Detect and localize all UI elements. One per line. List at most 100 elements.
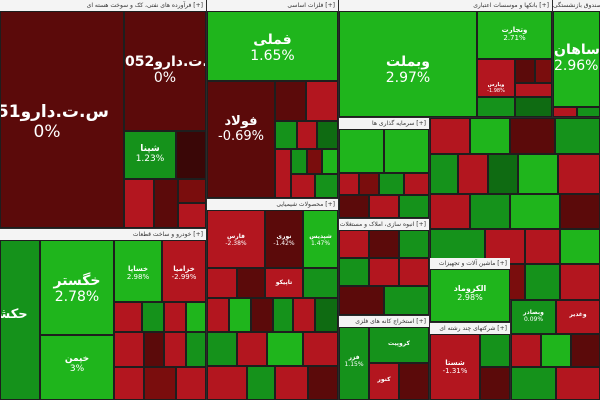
tile-small[interactable] bbox=[293, 298, 315, 332]
tile-fmeli[interactable]: فملی 1.65% bbox=[207, 11, 338, 81]
tile-small[interactable] bbox=[430, 154, 458, 194]
tile-small[interactable] bbox=[571, 334, 600, 367]
tile-small[interactable] bbox=[379, 173, 404, 195]
tile-tapico[interactable]: تاپیکو bbox=[265, 268, 303, 298]
tile-small[interactable] bbox=[291, 174, 315, 198]
tile-small[interactable] bbox=[124, 179, 154, 228]
tile-small[interactable] bbox=[247, 366, 275, 400]
tile-small[interactable] bbox=[558, 154, 600, 194]
tile-shepdis[interactable]: شپدیس 1.47% bbox=[303, 210, 338, 268]
tile-noori[interactable]: نوری -1.42% bbox=[265, 210, 303, 268]
tile-small[interactable] bbox=[369, 195, 399, 218]
tile-fars[interactable]: فارس -2.38% bbox=[207, 210, 265, 268]
tile-vbsader[interactable]: وبصادر 0.09% bbox=[511, 300, 556, 334]
tile-small[interactable] bbox=[176, 367, 206, 400]
tile-sdaru052[interactable]: س.ت.دارو052 0% bbox=[124, 11, 206, 131]
tile-small[interactable] bbox=[339, 173, 359, 195]
tile-small[interactable] bbox=[275, 121, 297, 149]
tile-small[interactable] bbox=[308, 366, 338, 400]
tile-small[interactable] bbox=[339, 258, 369, 286]
tile-small[interactable] bbox=[518, 154, 558, 194]
tile-alkromad[interactable]: الکروماد 2.98% bbox=[430, 269, 510, 322]
tile-vghadir[interactable]: وغدیر bbox=[556, 300, 600, 334]
tile-small[interactable] bbox=[553, 107, 577, 117]
tile-small[interactable] bbox=[477, 97, 515, 117]
tile-vtejarat[interactable]: وتجارت 2.71% bbox=[477, 11, 552, 59]
tile-small[interactable] bbox=[307, 149, 322, 174]
tile-small[interactable] bbox=[525, 229, 560, 264]
tile-small[interactable] bbox=[317, 121, 338, 149]
tile-small[interactable] bbox=[251, 298, 273, 332]
tile-vbmellat[interactable]: وبملت 2.97% bbox=[339, 11, 477, 117]
tile-small[interactable] bbox=[186, 332, 206, 367]
tile-small[interactable] bbox=[291, 149, 307, 174]
tile-small[interactable] bbox=[470, 194, 510, 229]
tile-small[interactable] bbox=[339, 129, 384, 173]
tile-small[interactable] bbox=[303, 332, 338, 366]
tile-small[interactable] bbox=[207, 332, 237, 366]
tile-small[interactable] bbox=[315, 298, 338, 332]
tile-small[interactable] bbox=[297, 121, 317, 149]
tile-sahan[interactable]: ساهان 2.96% bbox=[553, 11, 600, 107]
tile-small[interactable] bbox=[510, 118, 555, 154]
tile-small[interactable] bbox=[237, 332, 267, 366]
tile-small[interactable] bbox=[164, 332, 186, 367]
tile-small[interactable] bbox=[237, 268, 265, 298]
tile-small[interactable] bbox=[273, 298, 293, 332]
tile-small[interactable] bbox=[275, 81, 306, 121]
tile-small[interactable] bbox=[577, 107, 600, 117]
tile-small[interactable] bbox=[339, 286, 384, 315]
tile-small[interactable] bbox=[267, 332, 303, 366]
tile-small[interactable] bbox=[369, 230, 399, 258]
tile-small[interactable] bbox=[525, 264, 560, 300]
tile-small[interactable] bbox=[322, 149, 338, 174]
tile-small[interactable] bbox=[369, 258, 399, 286]
tile-fazar[interactable]: فزر 1.15% bbox=[339, 327, 369, 400]
tile-small[interactable] bbox=[176, 131, 206, 179]
tile-small[interactable] bbox=[560, 264, 600, 300]
tile-small[interactable] bbox=[315, 174, 338, 198]
tile-small[interactable] bbox=[142, 302, 164, 332]
tile-kropit[interactable]: کروپیت bbox=[369, 327, 429, 363]
tile-small[interactable] bbox=[535, 59, 552, 83]
tile-small[interactable] bbox=[555, 118, 600, 154]
tile-small[interactable] bbox=[144, 367, 176, 400]
tile-small[interactable] bbox=[154, 179, 178, 228]
tile-small[interactable] bbox=[430, 118, 470, 154]
tile-khpomen[interactable]: خپمن 3% bbox=[40, 335, 114, 400]
tile-small[interactable] bbox=[359, 173, 379, 195]
tile-small[interactable] bbox=[541, 334, 571, 367]
tile-small[interactable] bbox=[556, 367, 600, 400]
tile-hkeshti[interactable]: حکشتی 2% bbox=[0, 240, 40, 400]
tile-small[interactable] bbox=[488, 154, 518, 194]
tile-small[interactable] bbox=[303, 268, 338, 298]
tile-small[interactable] bbox=[399, 258, 429, 286]
tile-small[interactable] bbox=[480, 334, 510, 367]
tile-small[interactable] bbox=[470, 118, 510, 154]
tile-small[interactable] bbox=[178, 203, 206, 228]
tile-small[interactable] bbox=[275, 149, 291, 198]
tile-shepna[interactable]: شپنا 1.23% bbox=[124, 131, 176, 179]
tile-small[interactable] bbox=[229, 298, 251, 332]
tile-kanor[interactable]: کنور bbox=[369, 363, 399, 400]
tile-small[interactable] bbox=[404, 173, 429, 195]
tile-small[interactable] bbox=[178, 179, 206, 203]
tile-small[interactable] bbox=[515, 59, 535, 83]
tile-khzamia[interactable]: خزامیا -2.99% bbox=[162, 240, 206, 302]
tile-small[interactable] bbox=[515, 97, 552, 117]
tile-small[interactable] bbox=[275, 366, 308, 400]
tile-small[interactable] bbox=[384, 129, 429, 173]
tile-small[interactable] bbox=[339, 195, 369, 218]
tile-small[interactable] bbox=[306, 81, 338, 121]
tile-small[interactable] bbox=[511, 334, 541, 367]
tile-small[interactable] bbox=[186, 302, 206, 332]
tile-small[interactable] bbox=[515, 83, 552, 97]
tile-small[interactable] bbox=[458, 154, 488, 194]
tile-small[interactable] bbox=[511, 367, 556, 400]
tile-vpars[interactable]: وپارس -1.98% bbox=[477, 59, 515, 97]
tile-small[interactable] bbox=[399, 230, 429, 258]
tile-sdaru051[interactable]: س.ت.دارو051 0% bbox=[0, 11, 124, 228]
tile-small[interactable] bbox=[430, 194, 470, 229]
tile-small[interactable] bbox=[339, 230, 369, 258]
tile-small[interactable] bbox=[114, 367, 144, 400]
